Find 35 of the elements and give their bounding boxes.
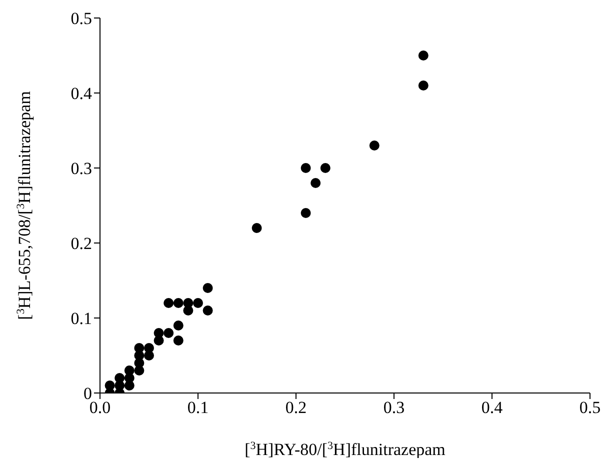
point bbox=[114, 373, 125, 383]
x-tick-label: 0.5 bbox=[579, 398, 601, 418]
y-tick-label: 0.5 bbox=[70, 9, 92, 28]
point bbox=[202, 283, 213, 293]
x-tick-label: 0.1 bbox=[187, 398, 209, 418]
point bbox=[202, 306, 213, 316]
x-tick-label: 0.0 bbox=[89, 398, 111, 418]
y-tick-label: 0.4 bbox=[70, 84, 92, 104]
point bbox=[418, 80, 428, 90]
point bbox=[193, 298, 203, 308]
point bbox=[252, 223, 262, 233]
point bbox=[173, 336, 184, 346]
point bbox=[173, 298, 184, 308]
x-tick-label: 0.4 bbox=[481, 398, 504, 418]
x-tick-label: 0.2 bbox=[285, 398, 307, 418]
point bbox=[300, 208, 311, 218]
y-tick-label: 0.3 bbox=[70, 159, 92, 178]
point bbox=[369, 140, 380, 150]
point bbox=[164, 328, 174, 338]
point bbox=[310, 178, 321, 188]
point bbox=[173, 320, 184, 330]
point bbox=[134, 343, 144, 353]
point bbox=[164, 298, 174, 308]
point bbox=[104, 380, 115, 390]
y-tick-label: 0 bbox=[84, 384, 92, 404]
point bbox=[320, 163, 330, 173]
y-tick-label: 0.1 bbox=[70, 309, 92, 328]
y-tick-label: 0.2 bbox=[70, 234, 92, 254]
point bbox=[124, 366, 134, 376]
point bbox=[300, 163, 311, 173]
point bbox=[183, 298, 194, 308]
point bbox=[418, 50, 428, 60]
point bbox=[154, 328, 164, 338]
x-tick-label: 0.3 bbox=[383, 398, 405, 418]
point bbox=[144, 343, 154, 353]
